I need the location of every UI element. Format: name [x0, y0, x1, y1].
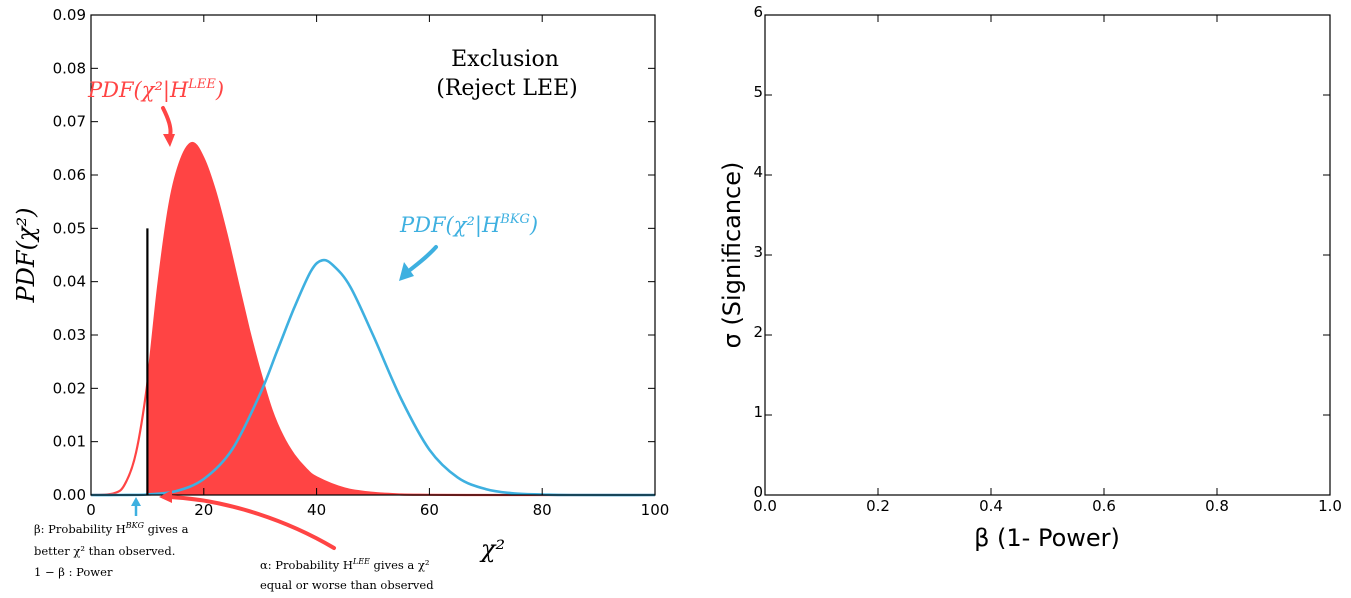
left-x-tick-label: 60	[420, 501, 439, 519]
lee-arrow	[161, 106, 173, 138]
beta-arrow-head	[131, 497, 141, 506]
left-axis-ticks: 0 20 40 60 80 100 0.00 0.01 0.02 0.03 0.04 0.05 0.06…	[53, 6, 670, 519]
beta-note-line2: better χ² than observed.	[34, 544, 175, 558]
right-y-tick-label: 5	[753, 83, 763, 101]
lee-curve-label: PDF(χ²|HLEE)	[87, 77, 224, 103]
left-y-tick-label: 0.00	[53, 486, 86, 504]
right-x-tick-label: 0.6	[1092, 497, 1116, 515]
pdf-chart: 0 20 40 60 80 100 0.00 0.01 0.02 0.03 0.04 0.05 0.06…	[12, 6, 669, 592]
left-x-tick-label: 80	[533, 501, 552, 519]
right-y-tick-label: 6	[753, 3, 763, 21]
bkg-pdf-curve	[90, 258, 656, 497]
alpha-note-line2: equal or worse than observed	[260, 578, 434, 592]
right-y-tick-label: 4	[753, 163, 763, 181]
right-x-tick-label: 0.8	[1205, 497, 1229, 515]
right-x-tick-label: 1.0	[1318, 497, 1342, 515]
lee-tail-fill-area	[147, 143, 655, 495]
right-x-axis-label: β (1- Power)	[974, 524, 1120, 552]
beta-note-line3: 1 − β : Power	[34, 565, 113, 579]
lee-arrow-head	[163, 134, 175, 147]
right-x-tick-label: 0.0	[753, 497, 777, 515]
right-plot-frame	[764, 14, 1331, 496]
bkg-curve-label: PDF(χ²|HBKG)	[399, 212, 538, 238]
alpha-arrow-head	[159, 490, 172, 503]
alpha-arrow	[168, 495, 336, 550]
left-y-tick-label: 0.02	[53, 379, 86, 397]
right-axis-ticks: 0.0 0.2 0.4 0.6 0.8 1.0 0 1 2 3 4 5 6	[753, 3, 1342, 515]
right-y-axis-label: σ (Significance)	[718, 162, 746, 349]
right-y-tick-label: 3	[753, 243, 763, 261]
right-x-tick-label: 0.4	[979, 497, 1003, 515]
left-x-axis-label: χ²	[479, 535, 505, 563]
significance-chart: 0.0 0.2 0.4 0.6 0.8 1.0 0 1 2 3 4 5 6 β (1- Power) σ…	[718, 3, 1342, 552]
left-y-axis-label: PDF(χ²)	[12, 208, 40, 304]
left-x-tick-label: 0	[86, 501, 96, 519]
left-y-tick-label: 0.04	[53, 273, 86, 291]
beta-note-line1: β: Probability HBKG gives a	[34, 521, 189, 536]
bkg-arrow-head	[399, 262, 414, 281]
exclusion-subtitle: (Reject LEE)	[436, 76, 577, 101]
left-x-tick-label: 20	[194, 501, 213, 519]
right-y-tick-label: 1	[753, 403, 763, 421]
left-y-tick-label: 0.05	[53, 219, 86, 237]
exclusion-title: Exclusion	[451, 47, 559, 72]
left-y-tick-label: 0.07	[53, 113, 86, 131]
left-y-tick-label: 0.09	[53, 6, 86, 24]
alpha-note-line1: α: Probability HLEE gives a χ²	[260, 557, 430, 572]
left-x-tick-label: 100	[641, 501, 670, 519]
right-y-tick-label: 0	[753, 483, 763, 501]
left-y-tick-label: 0.08	[53, 59, 86, 77]
bkg-arrow	[408, 245, 438, 272]
left-y-tick-label: 0.06	[53, 166, 86, 184]
right-x-tick-label: 0.2	[866, 497, 890, 515]
left-plot-frame	[90, 14, 656, 496]
left-y-tick-label: 0.03	[53, 326, 86, 344]
right-y-tick-label: 2	[753, 323, 763, 341]
left-y-tick-label: 0.01	[53, 433, 86, 451]
left-x-tick-label: 40	[307, 501, 326, 519]
